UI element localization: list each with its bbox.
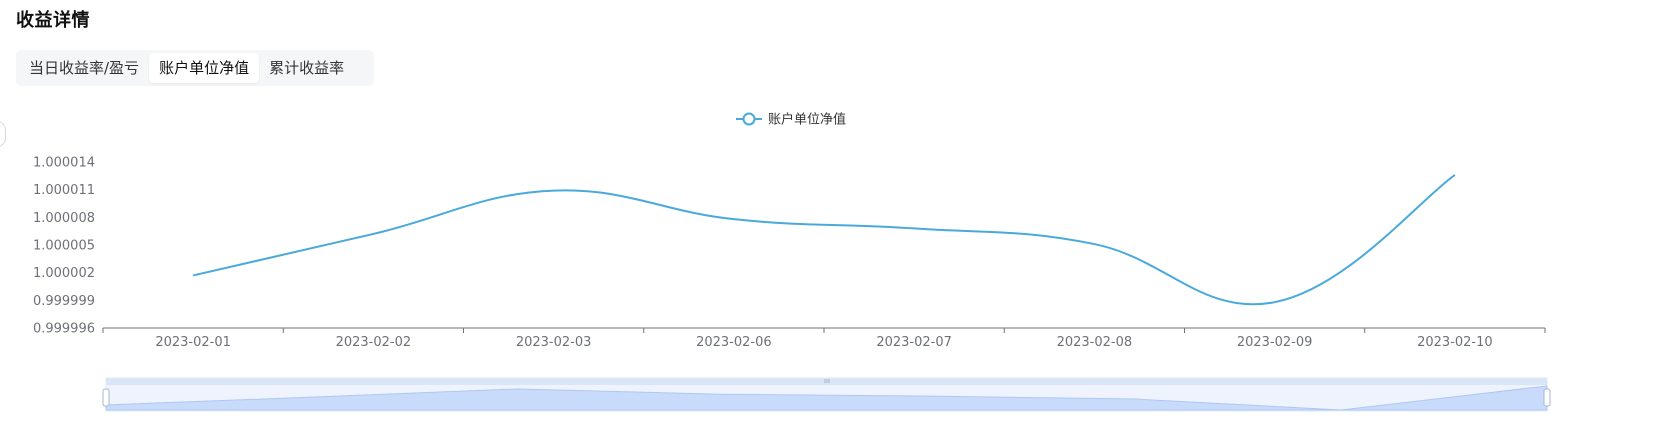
y-axis: 0.999996 0.999999 1.000002 1.000005 1.000008… <box>33 156 95 337</box>
y-tick-label: 0.999999 <box>33 294 95 309</box>
y-tick-label: 1.000014 <box>33 156 95 171</box>
zoom-drag-grip[interactable] <box>824 379 830 383</box>
chart-legend[interactable]: 账户单位净值 <box>736 112 846 128</box>
y-tick-label: 1.000005 <box>33 239 95 254</box>
x-tick-label: 2023-02-03 <box>516 335 592 350</box>
y-tick-label: 1.000011 <box>33 183 95 198</box>
x-tick-label: 2023-02-06 <box>696 335 772 350</box>
section-title: 收益详情 <box>16 10 90 31</box>
series-line-unit-nav <box>192 174 1456 306</box>
data-zoom-slider[interactable] <box>102 377 1551 412</box>
legend-label: 账户单位净值 <box>768 112 846 128</box>
tab-daily-return[interactable]: 当日收益率/盈亏 <box>29 59 140 77</box>
tab-unit-nav[interactable]: 账户单位净值 <box>149 53 260 83</box>
x-tick-label: 2023-02-02 <box>336 335 412 350</box>
tab-group: 当日收益率/盈亏 账户单位净值 累计收益率 <box>16 50 374 86</box>
x-tick-label: 2023-02-10 <box>1417 335 1493 350</box>
zoom-right-handle[interactable] <box>1543 388 1551 407</box>
tab-cumulative-return[interactable]: 累计收益率 <box>269 59 345 77</box>
x-tick-label: 2023-02-08 <box>1057 335 1133 350</box>
legend-circle-marker <box>742 112 756 126</box>
x-tick-label: 2023-02-07 <box>876 335 952 350</box>
x-tick-label: 2023-02-09 <box>1237 335 1313 350</box>
zoom-left-handle[interactable] <box>102 388 110 407</box>
x-axis-ticks: 2023-02-01 2023-02-02 2023-02-03 2023-02-06… <box>102 328 1546 350</box>
y-tick-label: 1.000008 <box>33 211 95 226</box>
y-tick-label: 0.999996 <box>33 322 95 337</box>
y-tick-label: 1.000002 <box>33 266 95 281</box>
x-tick-label: 2023-02-01 <box>155 335 231 350</box>
